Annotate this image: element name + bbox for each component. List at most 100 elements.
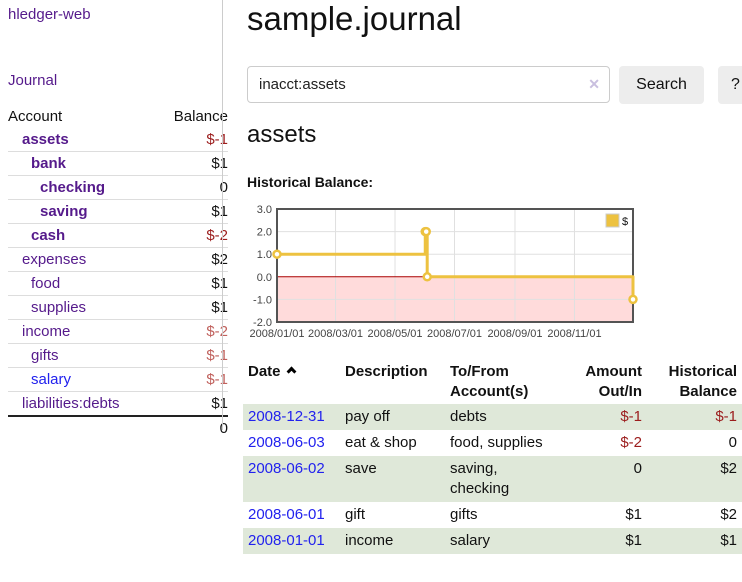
transaction-date-link[interactable]: 2008-06-02 bbox=[248, 460, 325, 477]
svg-text:2008/11/01: 2008/11/01 bbox=[547, 328, 601, 340]
transaction-date-link[interactable]: 2008-06-01 bbox=[248, 506, 325, 523]
transaction-amount: $1 bbox=[625, 506, 642, 523]
svg-text:2008/09/01: 2008/09/01 bbox=[487, 328, 542, 340]
sidebar-account-row: assets $-1 bbox=[8, 128, 228, 152]
transaction-description: pay off bbox=[345, 408, 390, 425]
sidebar-account-row: gifts $-1 bbox=[8, 343, 228, 368]
chevron-up-icon bbox=[286, 366, 296, 377]
search-input-wrap: ✕ bbox=[247, 66, 610, 103]
sidebar-account-link[interactable]: liabilities:debts bbox=[22, 395, 120, 412]
balance-header-line2: Balance bbox=[679, 383, 737, 400]
account-balance: $-2 bbox=[156, 319, 228, 344]
svg-text:$: $ bbox=[622, 216, 628, 228]
amount-column-header: Amount Out/In bbox=[557, 360, 647, 404]
account-balance: $1 bbox=[156, 271, 228, 296]
account-balance: $1 bbox=[156, 199, 228, 224]
accounts-total-row: 0 bbox=[8, 415, 228, 440]
svg-text:-1.0: -1.0 bbox=[253, 294, 272, 306]
account-cell: expenses bbox=[8, 247, 157, 272]
sidebar-account-row: food $1 bbox=[8, 271, 228, 296]
transaction-balance: $1 bbox=[720, 532, 737, 549]
accounts-table-header: Account Balance bbox=[8, 105, 228, 128]
main-content: sample.journal ✕ Search ? assets Histori… bbox=[243, 0, 742, 582]
transaction-balance: $2 bbox=[720, 460, 737, 477]
sidebar-account-link[interactable]: salary bbox=[31, 371, 72, 388]
transaction-date-link[interactable]: 2008-12-31 bbox=[248, 408, 325, 425]
svg-text:1.0: 1.0 bbox=[257, 249, 272, 261]
sidebar-account-row: liabilities:debts $1 bbox=[8, 391, 228, 416]
svg-text:2.0: 2.0 bbox=[257, 227, 272, 239]
transaction-row: 2008-06-02 save saving, checking 0 $2 bbox=[243, 456, 742, 502]
account-cell: assets bbox=[8, 128, 156, 152]
account-balance: $-1 bbox=[156, 343, 228, 368]
sidebar-account-link[interactable]: income bbox=[22, 323, 71, 340]
transaction-amount: 0 bbox=[633, 460, 642, 477]
transaction-date-cell: 2008-01-01 bbox=[243, 528, 340, 554]
account-balance: $-2 bbox=[156, 223, 228, 248]
transaction-balance: $2 bbox=[720, 506, 737, 523]
sidebar-account-row: salary $-1 bbox=[8, 367, 228, 392]
sidebar-account-link[interactable]: supplies bbox=[31, 299, 87, 316]
accounts-table: Account Balance assets $-1 bank $1 checking 0… bbox=[8, 105, 228, 440]
transaction-accounts: salary bbox=[450, 532, 491, 549]
sidebar-account-link[interactable]: checking bbox=[40, 179, 106, 196]
transaction-date-link[interactable]: 2008-01-01 bbox=[248, 532, 325, 549]
transaction-row: 2008-06-03 eat & shop food, supplies $-2 0 bbox=[243, 430, 742, 456]
transaction-amount: $-2 bbox=[620, 434, 642, 451]
sidebar-divider bbox=[222, 0, 223, 430]
balance-column-header: Historical Balance bbox=[647, 360, 742, 404]
description-column-header: Description bbox=[340, 360, 445, 404]
accounts-header-line1: To/From bbox=[450, 363, 509, 380]
transaction-description: eat & shop bbox=[345, 434, 417, 451]
account-cell: food bbox=[8, 271, 157, 296]
accounts-header-account: Account bbox=[8, 108, 63, 125]
amount-header-line2: Out/In bbox=[598, 383, 642, 400]
transaction-date-cell: 2008-06-01 bbox=[243, 502, 340, 528]
transaction-balance: $-1 bbox=[715, 408, 737, 425]
transaction-date-link[interactable]: 2008-06-03 bbox=[248, 434, 325, 451]
transaction-accounts: debts bbox=[450, 408, 487, 425]
svg-text:2008/01/01: 2008/01/01 bbox=[249, 328, 304, 340]
transaction-row: 2008-06-01 gift gifts $1 $2 bbox=[243, 502, 742, 528]
search-button[interactable]: Search bbox=[619, 66, 704, 104]
description-header-label: Description bbox=[345, 363, 428, 380]
account-cell: checking bbox=[8, 175, 157, 200]
sidebar-account-row: cash $-2 bbox=[8, 223, 228, 248]
transaction-description: save bbox=[345, 460, 377, 477]
account-balance: $-1 bbox=[206, 131, 228, 148]
account-cell: bank bbox=[8, 151, 157, 176]
transaction-row: 2008-12-31 pay off debts $-1 $-1 bbox=[243, 404, 742, 430]
app-title-link[interactable]: hledger-web bbox=[8, 6, 91, 23]
sidebar-account-link[interactable]: assets bbox=[22, 131, 69, 148]
sidebar-account-row: saving $1 bbox=[8, 199, 228, 224]
clear-search-icon[interactable]: ✕ bbox=[588, 76, 600, 92]
date-column-header[interactable]: Date bbox=[243, 360, 340, 404]
sidebar-account-row: expenses $2 bbox=[8, 247, 228, 272]
sidebar-account-row: checking 0 bbox=[8, 175, 228, 200]
sidebar-item-journal[interactable]: Journal bbox=[8, 72, 58, 89]
transaction-accounts: food, supplies bbox=[450, 434, 543, 451]
sidebar: hledger-web Journal Account Balance asse… bbox=[0, 0, 228, 440]
account-balance: $1 bbox=[156, 295, 228, 320]
historical-balance-chart: 3.0 2.0 1.0 0.0 -1.0 -2.0 2008/01/01 2008/03/01… bbox=[245, 202, 645, 348]
search-input[interactable] bbox=[247, 66, 610, 103]
sidebar-account-link[interactable]: gifts bbox=[31, 347, 59, 364]
account-balance: $1 bbox=[156, 391, 228, 416]
accounts-column-header: To/From Account(s) bbox=[445, 360, 557, 404]
sidebar-account-link[interactable]: cash bbox=[31, 227, 66, 244]
account-cell: cash bbox=[8, 223, 157, 248]
sidebar-account-link[interactable]: food bbox=[31, 275, 61, 292]
help-button[interactable]: ? bbox=[718, 66, 742, 104]
account-cell: supplies bbox=[8, 295, 157, 320]
sidebar-account-link[interactable]: saving bbox=[40, 203, 88, 220]
account-cell: saving bbox=[8, 199, 157, 224]
account-cell: liabilities:debts bbox=[8, 391, 157, 416]
account-cell: gifts bbox=[8, 343, 157, 368]
transactions-header-row: Date Description To/From Account(s) Amou… bbox=[243, 360, 742, 404]
sidebar-account-row: bank $1 bbox=[8, 151, 228, 176]
account-balance: $1 bbox=[156, 151, 228, 176]
svg-text:2008/05/01: 2008/05/01 bbox=[367, 328, 422, 340]
sidebar-account-link[interactable]: bank bbox=[31, 155, 67, 172]
sidebar-account-link[interactable]: expenses bbox=[22, 251, 87, 268]
transaction-balance: 0 bbox=[728, 434, 737, 451]
